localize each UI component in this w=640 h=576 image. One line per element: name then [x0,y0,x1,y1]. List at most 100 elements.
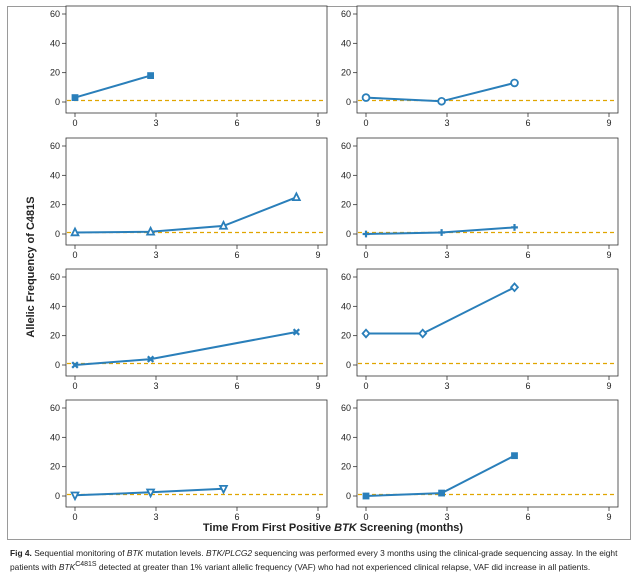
x-axis-title-btk: BTK [334,522,358,534]
data-point [361,328,371,339]
x-axis-title-part3: Screening (months) [357,522,464,534]
caption-genes: BTK/PLCG2 [206,548,253,558]
y-tick-label: 0 [55,97,60,107]
panel-3: 0 20 40 60 0 3 6 9 [50,137,328,260]
y-tick-label: 20 [341,68,351,78]
data-point [218,219,229,230]
x-tick-label: 9 [315,512,320,522]
data-point [70,491,80,502]
x-tick-label: 9 [606,118,611,128]
data-point [418,328,428,339]
x-tick-label: 3 [444,381,449,391]
panel-4: 0 20 40 60 0 3 6 9 [341,137,619,260]
y-axis-title: Allelic Frequency of C481S [25,196,37,337]
data-point [438,489,445,497]
y-tick-label: 0 [346,491,351,501]
x-tick-label: 0 [363,381,368,391]
x-tick-label: 3 [153,250,158,260]
y-tick-label: 60 [341,403,351,413]
caption-text-2: mutation levels. [143,548,206,558]
data-point [71,361,79,369]
data-point [145,488,156,499]
y-tick-label: 40 [50,170,60,180]
x-tick-label: 9 [606,512,611,522]
y-tick-label: 40 [341,432,351,442]
panel-frame [356,268,619,377]
x-tick-label: 0 [72,118,77,128]
x-tick-label: 6 [234,118,239,128]
x-tick-label: 3 [153,512,158,522]
y-tick-label: 40 [50,38,60,48]
y-tick-label: 60 [341,9,351,19]
x-tick-label: 6 [234,381,239,391]
panel-frame [356,399,619,508]
x-tick-label: 9 [315,118,320,128]
caption-text-1: Sequential monitoring of [31,548,127,558]
x-tick-label: 0 [363,118,368,128]
x-tick-label: 9 [606,381,611,391]
x-tick-label: 3 [444,512,449,522]
data-point [511,224,518,231]
y-tick-label: 20 [50,68,60,78]
figure-caption: Fig 4. Sequential monitoring of BTK muta… [10,548,630,573]
caption-btk-1: BTK [126,548,144,558]
x-tick-label: 6 [525,118,530,128]
data-point [70,226,80,237]
y-tick-label: 40 [341,170,351,180]
y-tick-label: 60 [341,272,351,282]
panel-7: 0 20 40 60 0 3 6 9 [50,399,328,522]
data-point [292,328,300,336]
x-tick-label: 6 [525,250,530,260]
series-line [74,74,151,99]
data-point [362,230,370,238]
x-tick-label: 6 [234,250,239,260]
x-tick-label: 9 [315,381,320,391]
x-tick-label: 0 [363,512,368,522]
panel-frame [356,5,619,114]
y-tick-label: 60 [341,141,351,151]
data-point [145,225,156,236]
data-point [438,229,445,236]
x-tick-label: 3 [444,118,449,128]
y-tick-label: 40 [341,38,351,48]
y-tick-label: 0 [346,360,351,370]
y-tick-label: 0 [55,491,60,501]
y-tick-label: 40 [341,301,351,311]
caption-text-3: sequencing was performed every 3 months … [10,548,618,572]
panel-1: 0 20 40 60 0 3 6 9 [50,5,328,128]
x-tick-label: 0 [72,250,77,260]
data-point [361,93,371,102]
data-point [71,94,79,101]
y-tick-label: 20 [341,331,351,341]
data-point [147,72,154,79]
data-point [511,452,518,460]
x-tick-label: 3 [153,118,158,128]
data-point [509,282,520,293]
panel-6: 0 20 40 60 0 3 6 9 [341,268,619,391]
x-axis-title-part1: Time From First Positive [203,522,334,534]
caption-btk-2: BTK [58,561,76,572]
panel-8: 0 20 40 60 0 3 6 9 [341,399,619,522]
x-tick-label: 9 [315,250,320,260]
y-tick-label: 60 [50,141,60,151]
y-tick-label: 40 [50,432,60,442]
y-tick-label: 0 [55,360,60,370]
y-tick-label: 20 [50,331,60,341]
x-tick-label: 0 [363,250,368,260]
y-tick-label: 20 [50,462,60,472]
data-point [291,191,302,202]
x-tick-label: 6 [234,512,239,522]
y-tick-label: 60 [50,272,60,282]
panel-frame [65,5,328,114]
caption-mutation-sup: C481S [75,561,97,568]
y-tick-label: 40 [50,301,60,311]
y-tick-label: 20 [50,200,60,210]
x-tick-label: 9 [606,250,611,260]
data-point [218,484,229,495]
x-tick-label: 0 [72,512,77,522]
panel-2: 0 20 40 60 0 3 6 9 [341,5,619,128]
panel-frame [356,137,619,246]
y-tick-label: 20 [341,462,351,472]
data-point [147,355,155,363]
